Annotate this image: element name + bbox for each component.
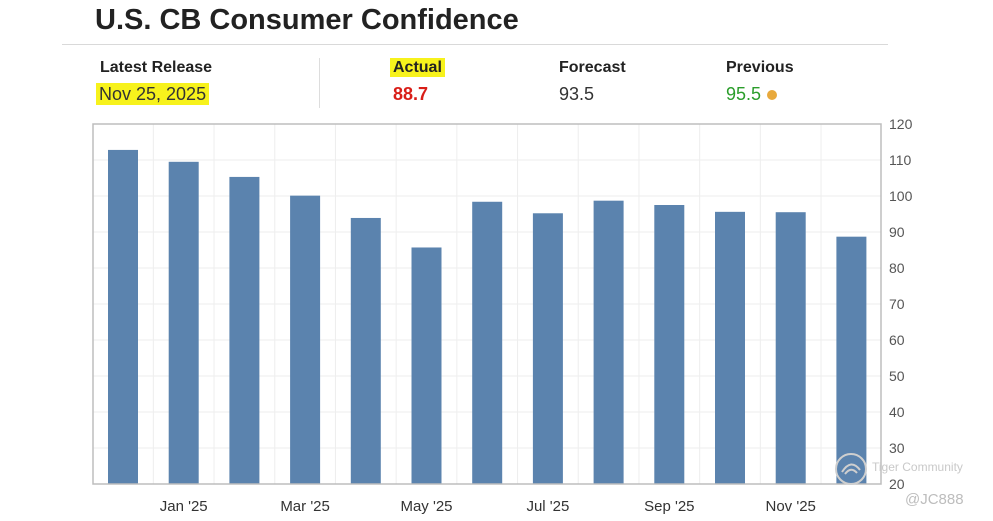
y-tick-label: 40 xyxy=(889,404,905,420)
bar xyxy=(168,161,199,485)
previous-dot-icon xyxy=(767,90,778,101)
previous-value-text: 95.5 xyxy=(726,84,762,104)
actual-label-text: Actual xyxy=(390,58,445,77)
bar xyxy=(532,213,563,484)
latest-release-date: Nov 25, 2025 xyxy=(96,83,210,105)
forecast-label: Forecast xyxy=(559,59,626,76)
x-tick-label: Nov '25 xyxy=(766,498,816,515)
y-tick-label: 90 xyxy=(889,224,905,240)
bar xyxy=(472,201,503,484)
bar xyxy=(715,211,745,484)
x-tick-label: Sep '25 xyxy=(644,498,694,515)
y-tick-label: 30 xyxy=(889,440,905,456)
x-tick-label: Jan '25 xyxy=(160,498,208,515)
bar xyxy=(411,247,442,484)
bar xyxy=(654,205,685,484)
y-tick-label: 100 xyxy=(889,188,913,204)
page-title: U.S. CB Consumer Confidence xyxy=(95,4,519,36)
bar xyxy=(108,149,138,485)
latest-release-value: Nov 25, 2025 xyxy=(96,83,210,105)
tiger-logo-icon xyxy=(835,453,867,485)
plot-frame xyxy=(92,123,882,485)
latest-release-label: Latest Release xyxy=(100,59,213,76)
bar xyxy=(836,236,867,484)
bar xyxy=(229,176,260,485)
y-tick-label: 120 xyxy=(889,116,913,132)
x-tick-label: May '25 xyxy=(400,498,452,515)
stats-divider xyxy=(319,58,320,108)
y-tick-label: 20 xyxy=(889,476,905,492)
actual-value: 88.7 xyxy=(393,84,429,104)
x-tick-label: Jul '25 xyxy=(526,498,569,515)
watermark-brand: Tiger Community xyxy=(872,460,963,474)
bar xyxy=(350,217,381,484)
y-tick-label: 110 xyxy=(889,152,912,168)
forecast-value: 93.5 xyxy=(559,84,595,104)
y-tick-label: 80 xyxy=(889,260,905,276)
bar xyxy=(593,200,624,484)
previous-value: 95.5 xyxy=(726,84,778,105)
title-divider xyxy=(62,44,888,45)
actual-label: Actual xyxy=(390,58,445,77)
previous-label: Previous xyxy=(726,59,794,76)
watermark-handle: @JC888 xyxy=(905,491,964,508)
y-tick-label: 70 xyxy=(889,296,905,312)
x-tick-label: Mar '25 xyxy=(280,498,330,515)
y-tick-label: 50 xyxy=(889,368,905,384)
y-tick-label: 60 xyxy=(889,332,905,348)
watermark-logo xyxy=(834,452,868,491)
bar xyxy=(290,195,321,484)
bar xyxy=(775,212,806,484)
